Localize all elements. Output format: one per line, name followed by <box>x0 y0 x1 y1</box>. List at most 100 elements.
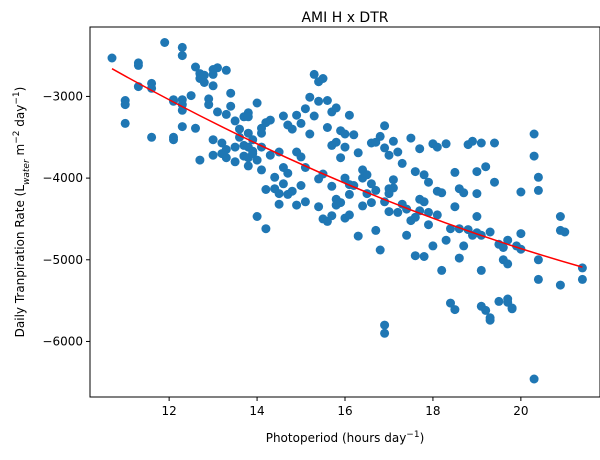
data-point <box>494 297 503 306</box>
data-point <box>305 93 314 102</box>
data-point <box>209 135 218 144</box>
data-point <box>178 43 187 52</box>
x-axis-label: Photoperiod (hours day−1) <box>266 430 425 445</box>
data-point <box>231 157 240 166</box>
data-point <box>231 116 240 125</box>
data-point <box>442 139 451 148</box>
data-point <box>354 148 363 157</box>
data-point <box>389 183 398 192</box>
data-point <box>490 139 499 148</box>
data-point <box>244 161 253 170</box>
data-point <box>336 153 345 162</box>
data-point <box>200 78 209 87</box>
data-point <box>459 188 468 197</box>
data-point <box>253 99 262 108</box>
data-point <box>433 143 442 152</box>
data-point <box>279 112 288 121</box>
data-point <box>147 133 156 142</box>
y-tick-label: −6000 <box>42 334 83 348</box>
data-point <box>503 259 512 268</box>
data-point <box>332 138 341 147</box>
data-point <box>222 153 231 162</box>
data-point <box>442 236 451 245</box>
data-point <box>450 168 459 177</box>
data-point <box>420 197 429 206</box>
data-point <box>530 375 539 384</box>
data-point <box>121 100 130 109</box>
data-point <box>424 220 433 229</box>
data-point <box>486 228 495 237</box>
data-point <box>450 305 459 314</box>
chart-title: AMI H x DTR <box>301 10 388 26</box>
x-tick-label: 16 <box>337 404 352 418</box>
data-point <box>204 100 213 109</box>
data-point <box>297 152 306 161</box>
data-point <box>244 112 253 121</box>
data-point <box>292 201 301 210</box>
data-point <box>213 107 222 116</box>
data-point <box>354 232 363 241</box>
data-point <box>187 91 196 100</box>
data-point <box>468 137 477 146</box>
data-point <box>380 321 389 330</box>
data-point <box>490 178 499 187</box>
data-point <box>530 152 539 161</box>
data-point <box>393 148 402 157</box>
data-point <box>292 111 301 120</box>
y-tick-label: −4000 <box>42 171 83 185</box>
data-point <box>191 124 200 133</box>
data-point <box>578 275 587 284</box>
data-point <box>437 266 446 275</box>
data-point <box>288 125 297 134</box>
data-point <box>358 201 367 210</box>
data-point <box>516 229 525 238</box>
data-point <box>455 254 464 263</box>
data-point <box>195 156 204 165</box>
data-point <box>367 198 376 207</box>
data-point <box>411 167 420 176</box>
data-point <box>578 263 587 272</box>
data-point <box>257 165 266 174</box>
y-axis-label: Daily Tranpiration Rate (Lwater m−2 day−… <box>12 87 32 338</box>
plot-area <box>108 38 587 384</box>
data-point <box>310 112 319 121</box>
data-point <box>266 116 275 125</box>
data-point <box>371 186 380 195</box>
data-point <box>477 139 486 148</box>
y-tick-label: −5000 <box>42 253 83 267</box>
data-point <box>108 54 117 63</box>
data-point <box>275 189 284 198</box>
data-point <box>472 212 481 221</box>
data-point <box>222 66 231 75</box>
data-point <box>226 102 235 111</box>
data-point <box>341 143 350 152</box>
data-point <box>178 122 187 131</box>
data-point <box>398 159 407 168</box>
data-point <box>341 130 350 139</box>
data-point <box>222 110 231 119</box>
y-tick-label: −3000 <box>42 89 83 103</box>
x-axis: 12 14 16 18 20 <box>161 397 528 418</box>
data-point <box>319 74 328 83</box>
data-point <box>121 119 130 128</box>
data-point <box>376 246 385 255</box>
data-point <box>209 151 218 160</box>
data-point <box>222 145 231 154</box>
data-point <box>530 130 539 139</box>
data-point <box>406 134 415 143</box>
data-point <box>437 188 446 197</box>
data-point <box>314 202 323 211</box>
data-point <box>534 173 543 182</box>
data-point <box>169 135 178 144</box>
scatter-points <box>108 38 587 384</box>
x-tick-label: 14 <box>249 404 264 418</box>
data-point <box>314 97 323 106</box>
data-point <box>261 224 270 233</box>
data-point <box>472 189 481 198</box>
data-point <box>288 187 297 196</box>
data-point <box>349 130 358 139</box>
data-point <box>275 200 284 209</box>
data-point <box>376 132 385 141</box>
data-point <box>134 61 143 70</box>
data-point <box>301 104 310 113</box>
